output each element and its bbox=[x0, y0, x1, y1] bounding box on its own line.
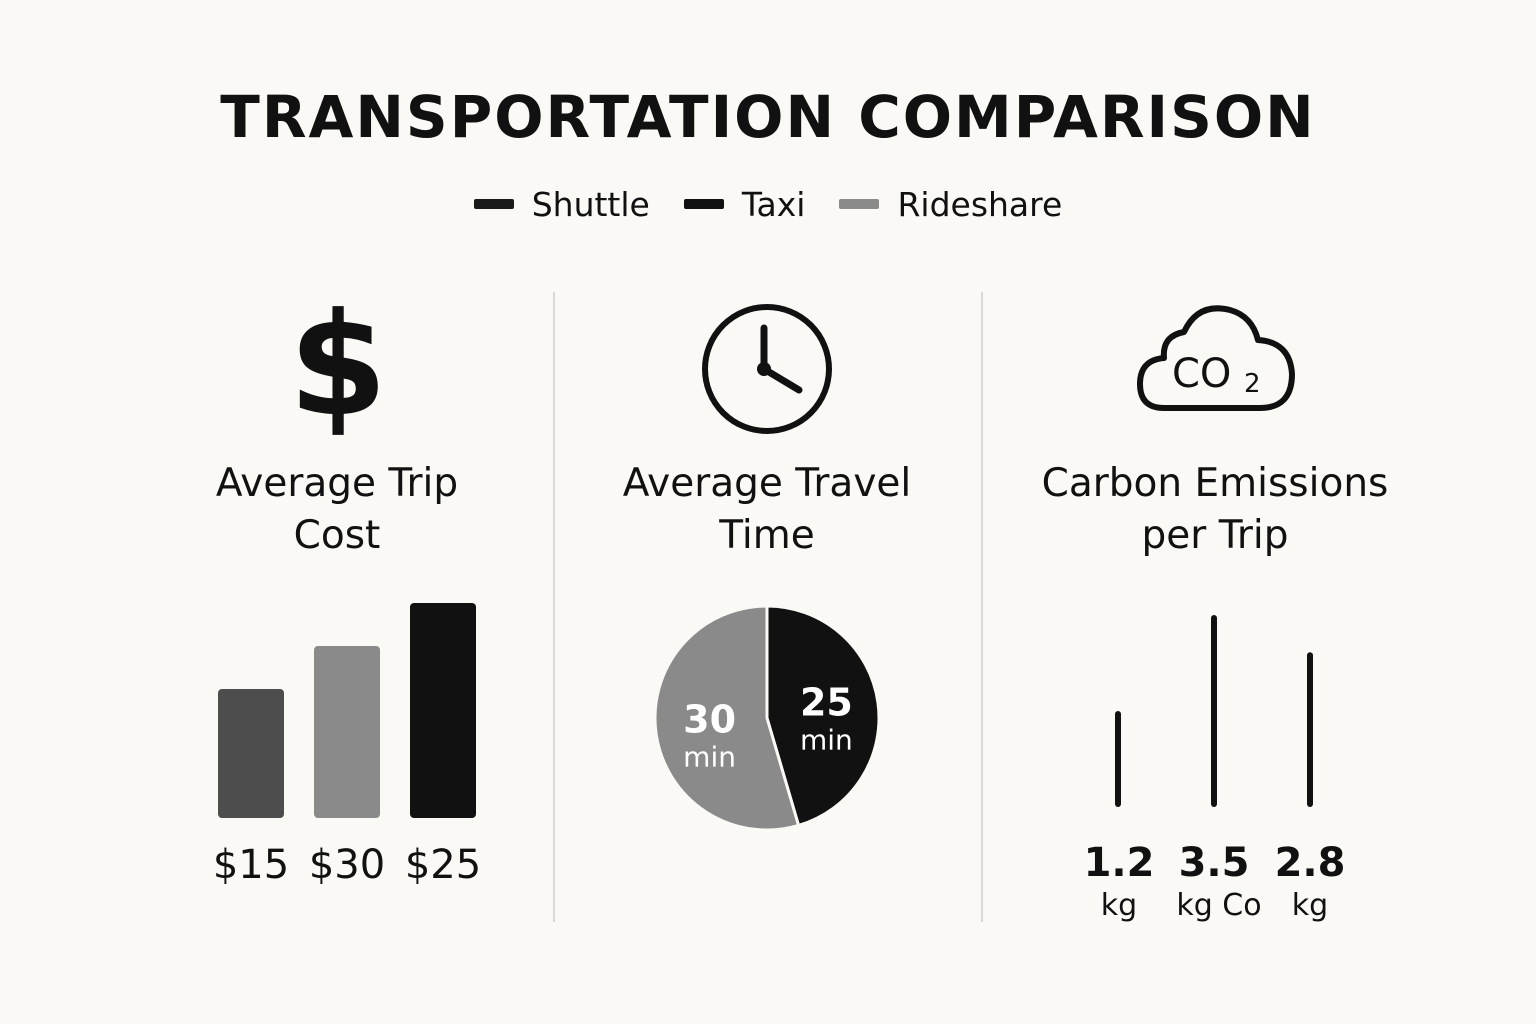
carbon-panel-title: Carbon Emissions per Trip bbox=[1005, 458, 1425, 562]
legend-swatch-shuttle bbox=[473, 199, 514, 209]
pie-slice-25-min bbox=[765, 604, 881, 828]
cost-panel-title: Average Trip Cost bbox=[127, 458, 547, 562]
pie-slice-30-min bbox=[653, 604, 801, 832]
cost-label-rideshare: $25 bbox=[404, 842, 482, 888]
carbon-value-rideshare: 2.8 bbox=[1274, 840, 1346, 886]
time-title-line2: Time bbox=[719, 513, 815, 558]
carbon-bar-chart bbox=[1115, 615, 1313, 807]
legend-item-shuttle: Shuttle bbox=[473, 184, 650, 224]
cost-title-line2: Cost bbox=[293, 513, 381, 558]
time-panel-title: Average Travel Time bbox=[557, 458, 977, 562]
carbon-value-taxi: 3.5 bbox=[1178, 840, 1250, 886]
clock-icon bbox=[698, 302, 836, 440]
dollar-icon: $ bbox=[288, 283, 388, 448]
carbon-unit-rideshare: kg bbox=[1291, 888, 1329, 923]
cost-label-taxi: $30 bbox=[308, 842, 386, 888]
co2-cloud-icon: CO 2 bbox=[1134, 300, 1298, 416]
legend: Shuttle Taxi Rideshare bbox=[0, 182, 1536, 226]
cost-bar-chart bbox=[218, 603, 476, 818]
pie-label-unit-25-min: min bbox=[800, 723, 853, 756]
legend-swatch-taxi bbox=[683, 199, 724, 209]
time-title-line1: Average Travel bbox=[622, 461, 912, 506]
legend-item-rideshare: Rideshare bbox=[839, 185, 1062, 224]
carbon-value-shuttle: 1.2 bbox=[1083, 840, 1155, 886]
pie-label-value-25-min: 25 bbox=[800, 680, 853, 724]
pie-label-value-30-min: 30 bbox=[683, 697, 736, 741]
cost-bar-taxi bbox=[314, 646, 380, 818]
cost-label-shuttle: $15 bbox=[212, 842, 290, 888]
svg-text:2: 2 bbox=[1244, 369, 1261, 399]
carbon-unit-taxi: kg Co bbox=[1176, 888, 1262, 923]
cost-bar-rideshare bbox=[410, 603, 476, 818]
cost-title-line1: Average Trip bbox=[215, 461, 459, 506]
legend-label-taxi: Taxi bbox=[741, 184, 806, 224]
carbon-title-line2: per Trip bbox=[1141, 513, 1289, 558]
divider-right bbox=[981, 292, 983, 922]
legend-label-shuttle: Shuttle bbox=[531, 184, 650, 224]
svg-text:$: $ bbox=[289, 296, 388, 436]
legend-swatch-rideshare bbox=[839, 199, 880, 209]
carbon-title-line1: Carbon Emissions bbox=[1041, 461, 1389, 506]
svg-text:CO: CO bbox=[1172, 351, 1231, 397]
pie-label-unit-30-min: min bbox=[683, 740, 736, 773]
carbon-unit-shuttle: kg bbox=[1100, 888, 1138, 923]
legend-item-taxi: Taxi bbox=[683, 184, 806, 224]
cost-bar-shuttle bbox=[218, 689, 284, 818]
legend-label-rideshare: Rideshare bbox=[897, 184, 1063, 224]
divider-left bbox=[553, 292, 555, 922]
chart-title: TRANSPORTATION COMPARISON bbox=[220, 83, 1316, 151]
